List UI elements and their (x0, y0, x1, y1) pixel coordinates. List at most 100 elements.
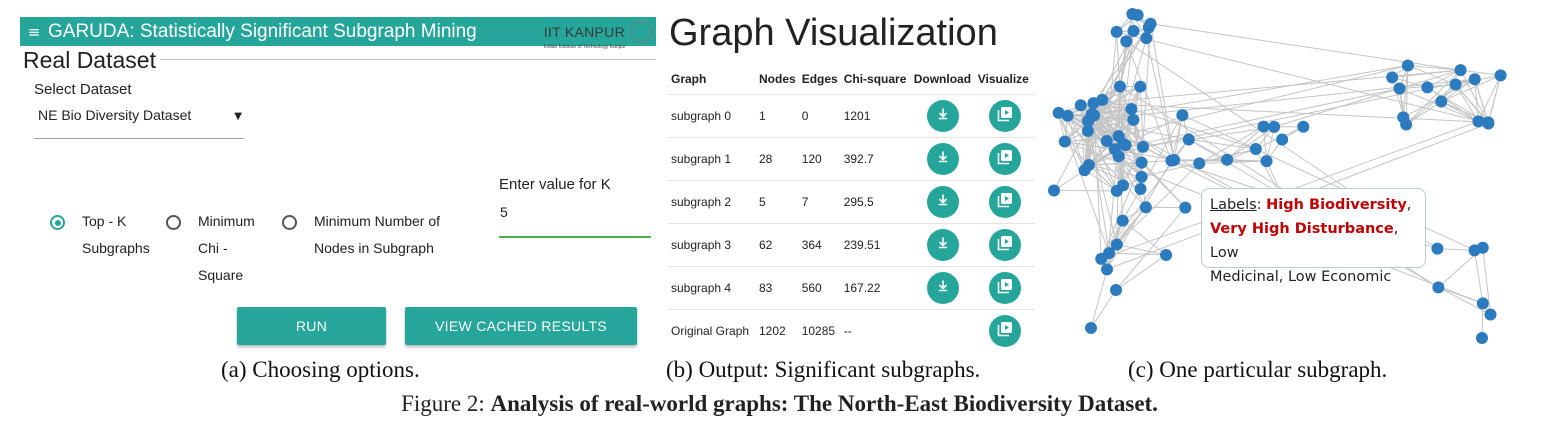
download-button[interactable] (926, 228, 959, 261)
visualize-button[interactable] (988, 142, 1021, 175)
download-button[interactable] (926, 99, 959, 132)
graph-edge (1407, 64, 1461, 71)
graph-node (1297, 120, 1310, 133)
graph-edge (1226, 126, 1264, 161)
graph-node (1103, 247, 1116, 260)
radio-min-nodes-label: Minimum Number of Nodes in Subgraph (314, 208, 440, 262)
graph-edge (1145, 37, 1175, 161)
graph-node (1257, 120, 1270, 133)
graph-edge (1474, 79, 1489, 124)
download-button[interactable] (926, 142, 959, 175)
graph-edge (1487, 75, 1502, 124)
radio-top-k-label: Top - K Subgraphs (82, 208, 150, 262)
download-icon (936, 193, 950, 210)
labels-box: Labels: High Biodiversity, Very High Dis… (1201, 188, 1426, 285)
graph-node (1144, 17, 1157, 30)
cell-visualize (974, 179, 1035, 223)
subgraph-table: Graph Nodes Edges Chi-square Download Vi… (668, 64, 1035, 352)
table-row: subgraph 0 1 0 1201 (668, 93, 1035, 137)
label-very-high-disturbance: Very High Disturbance (1210, 221, 1394, 237)
graph-nodes (1048, 7, 1507, 344)
table-row: subgraph 2 5 7 295.5 (668, 179, 1035, 223)
graph-node (1484, 308, 1497, 321)
figure-caption: Figure 2: Analysis of real-world graphs:… (0, 391, 1559, 417)
graph-edge (1437, 248, 1475, 251)
visualize-icon (996, 234, 1014, 255)
cell-visualize (974, 265, 1035, 309)
caption-a: (a) Choosing options. (221, 357, 420, 382)
radio-unchecked-icon[interactable] (282, 215, 297, 230)
graph-node (1120, 35, 1133, 48)
graph-edge (1392, 69, 1461, 78)
k-input[interactable] (499, 198, 651, 238)
graph-node (1400, 118, 1413, 131)
graph-edge (1441, 78, 1476, 102)
menu-icon[interactable]: ≡ (27, 22, 41, 41)
graph-edge (1399, 69, 1461, 89)
graph-node (1431, 242, 1444, 255)
graph-edge (1460, 69, 1489, 124)
graph-edge (1427, 69, 1461, 88)
graph-node (1135, 156, 1148, 169)
cell-nodes: 62 (756, 222, 799, 266)
radio-top-k[interactable]: Top - K Subgraphs (50, 213, 150, 262)
graph-edge (1109, 252, 1167, 256)
table-row: subgraph 4 83 560 167.22 (668, 265, 1035, 309)
download-button[interactable] (926, 271, 959, 304)
radio-min-chi-square-label: Minimum Chi - Square (198, 208, 255, 289)
cell-chi-square: 392.7 (840, 136, 911, 180)
visualize-button[interactable] (988, 271, 1021, 304)
table-row: subgraph 1 28 120 392.7 (668, 136, 1035, 180)
graph-node (1048, 184, 1060, 197)
graph-node (1101, 263, 1114, 276)
label-separator: , (1406, 197, 1412, 213)
table-row: subgraph 3 62 364 239.51 (668, 222, 1035, 266)
graph-node (1168, 154, 1181, 167)
graph-edge (1058, 112, 1086, 171)
graph-visualization-title: Graph Visualization (669, 12, 998, 54)
graph-edge (1053, 169, 1085, 191)
cell-visualize (974, 308, 1035, 352)
radio-min-chi-square[interactable]: Minimum Chi - Square (166, 213, 255, 289)
cell-chi-square: 167.22 (840, 265, 911, 309)
radio-label-line: Square (198, 267, 244, 283)
visualize-button[interactable] (988, 185, 1021, 218)
graph-edge (1438, 286, 1491, 315)
graph-edge (1102, 86, 1141, 101)
visualize-button[interactable] (988, 314, 1021, 347)
label-high-biodiversity: High Biodiversity (1266, 197, 1407, 213)
cell-visualize (974, 93, 1035, 137)
dataset-select[interactable]: NE Bio Diversity Dataset ▼ (34, 105, 244, 139)
run-button[interactable]: RUN (237, 307, 386, 345)
graph-node (1435, 95, 1448, 108)
radio-min-nodes[interactable]: Minimum Number of Nodes in Subgraph (282, 213, 440, 262)
graph-edge (1093, 102, 1489, 123)
visualize-button[interactable] (988, 228, 1021, 261)
options-panel: ≡ GARUDA: Statistically Significant Subg… (0, 0, 660, 360)
download-icon (936, 236, 950, 253)
graph-edge (1118, 64, 1409, 137)
graph-node (1476, 241, 1489, 254)
download-button[interactable] (926, 185, 959, 218)
radio-unchecked-icon[interactable] (166, 215, 181, 230)
view-cached-results-button[interactable]: VIEW CACHED RESULTS (405, 307, 637, 345)
caption-c: (c) One particular subgraph. (1128, 357, 1388, 382)
download-icon (936, 279, 950, 296)
visualize-icon (996, 105, 1014, 126)
column-header: Visualize (977, 71, 1029, 86)
graph-edge (1067, 115, 1118, 192)
cell-download (910, 136, 975, 180)
figure-prefix: Figure 2: (401, 391, 485, 416)
radio-label-line: Subgraphs (82, 240, 150, 256)
graph-node (1135, 170, 1148, 183)
graph-edge (1102, 99, 1134, 121)
graph-node (1052, 106, 1065, 119)
graph-edge (1482, 247, 1491, 315)
cell-edges: 560 (798, 265, 841, 309)
visualize-button[interactable] (988, 99, 1021, 132)
graph-edge (1477, 75, 1502, 122)
caption-b: (b) Output: Significant subgraphs. (666, 357, 981, 382)
table-header-row: Graph Nodes Edges Chi-square Download Vi… (668, 64, 1035, 94)
graph-node (1432, 281, 1445, 294)
radio-checked-icon[interactable] (50, 215, 65, 230)
